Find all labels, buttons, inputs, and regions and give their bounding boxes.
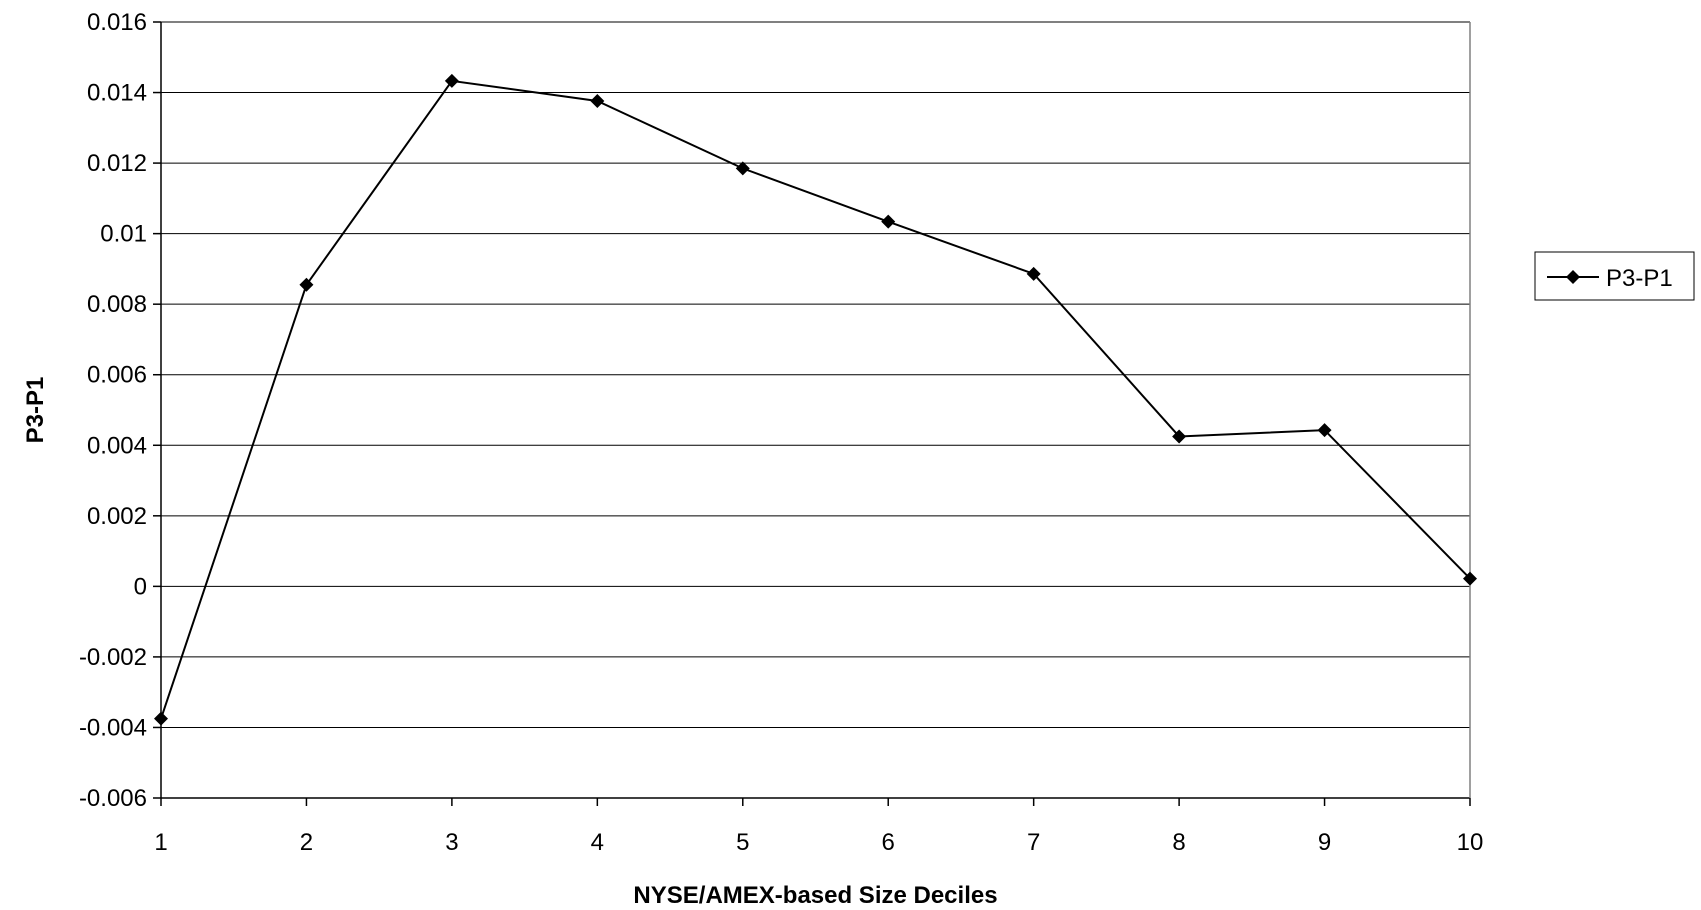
x-tick-label: 5: [736, 829, 749, 856]
x-axis-title: NYSE/AMEX-based Size Deciles: [633, 882, 997, 909]
y-tick-label: 0.004: [87, 432, 147, 459]
data-point-marker: [1317, 423, 1332, 438]
x-tick-label: 7: [1027, 829, 1040, 856]
x-axis: 1 2 3 4 5 6 7 8 9 10: [154, 797, 1483, 856]
y-tick-label: 0.016: [87, 9, 147, 36]
data-point-marker: [590, 94, 605, 109]
y-axis-title: P3-P1: [22, 377, 49, 444]
y-tick-label: -0.004: [79, 714, 147, 741]
x-tick-label: 6: [882, 829, 895, 856]
y-tick-label: -0.002: [79, 644, 147, 671]
data-point-marker: [735, 161, 750, 176]
series-line: [160, 79, 1471, 719]
legend-label: P3-P1: [1606, 265, 1673, 292]
y-tick-label: 0.008: [87, 291, 147, 318]
gridlines: [161, 21, 1470, 799]
x-tick-label: 3: [445, 829, 458, 856]
series-group: [154, 73, 1477, 726]
data-point-marker: [1026, 266, 1041, 281]
x-tick-label: 8: [1172, 829, 1185, 856]
y-tick-label: 0.002: [87, 503, 147, 530]
x-tick-label: 1: [154, 829, 167, 856]
x-ticks: 1 2 3 4 5 6 7 8 9 10: [154, 798, 1483, 856]
y-tick-label: 0: [134, 573, 147, 600]
y-tick-label: 0.006: [87, 362, 147, 389]
x-tick-label: 10: [1457, 829, 1484, 856]
legend: P3-P1: [1534, 251, 1695, 301]
x-tick-label: 4: [591, 829, 604, 856]
x-tick-label: 2: [300, 829, 313, 856]
data-point-marker: [881, 214, 896, 229]
y-tick-label: 0.012: [87, 150, 147, 177]
y-tick-label: -0.006: [79, 785, 147, 812]
data-point-marker: [1463, 571, 1477, 586]
y-axis: -0.006 -0.004 -0.002 0 0.002 0.004 0.006 0.008 0…: [79, 9, 162, 812]
y-tick-label: 0.014: [87, 80, 147, 107]
data-point-marker: [444, 73, 459, 88]
data-point-marker: [154, 711, 168, 726]
data-point-marker: [299, 277, 314, 292]
data-point-marker: [1172, 429, 1187, 444]
y-ticks: -0.006 -0.004 -0.002 0 0.002 0.004 0.006 0.008 0…: [79, 9, 161, 812]
legend-marker-diamond: [1566, 270, 1580, 284]
x-tick-label: 9: [1318, 829, 1331, 856]
y-tick-label: 0.01: [100, 221, 147, 248]
